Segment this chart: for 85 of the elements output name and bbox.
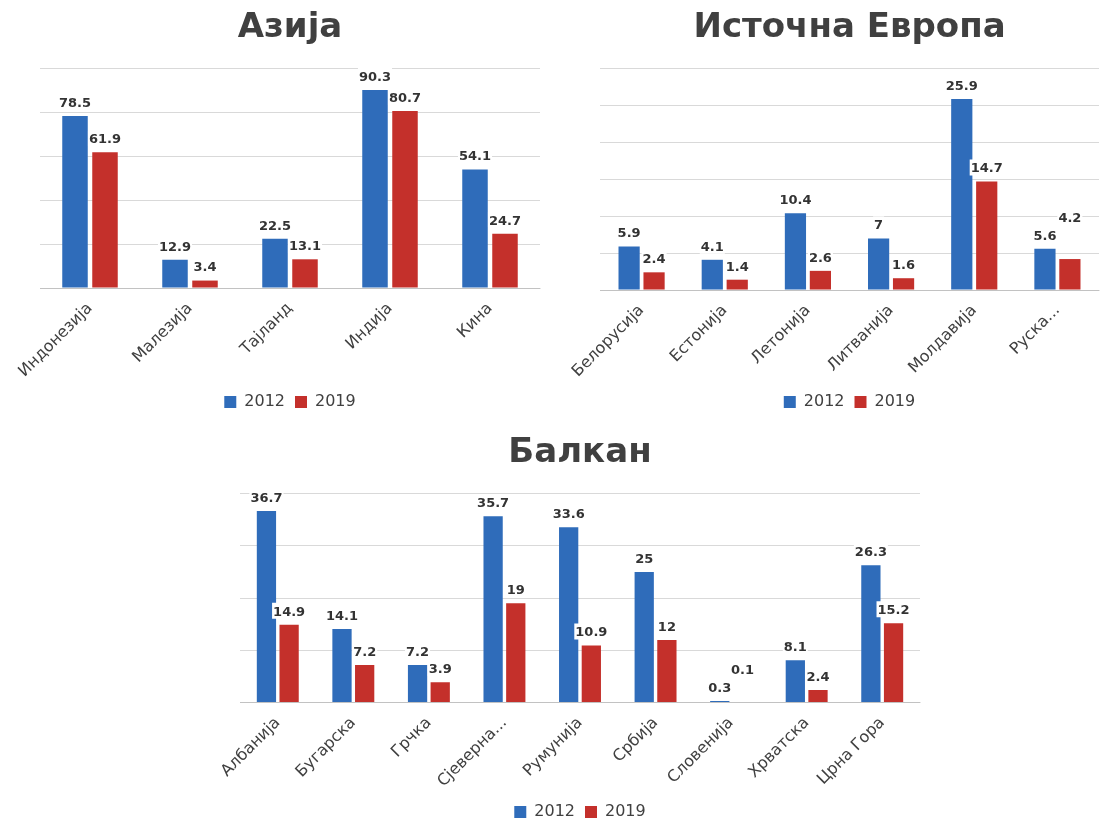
data-label: 7.2 — [406, 643, 430, 659]
legend-label: 2012 — [244, 391, 285, 411]
data-label: 36.7 — [250, 489, 283, 505]
bar — [355, 664, 375, 702]
data-label: 2.4 — [806, 668, 830, 684]
data-label: 0.1 — [730, 661, 754, 677]
chart-title: Источна Европа — [693, 5, 1006, 46]
data-label: 25 — [635, 550, 654, 566]
bar — [332, 628, 352, 702]
data-label: 22.5 — [258, 217, 292, 233]
data-label: 10.4 — [779, 192, 812, 208]
bar — [392, 111, 418, 288]
data-label: 1.6 — [892, 257, 916, 273]
bar — [1059, 259, 1081, 290]
data-label: 90.3 — [358, 68, 392, 84]
data-label: 4.1 — [700, 238, 724, 254]
chart-title: Азија — [237, 5, 343, 46]
bar — [483, 516, 503, 702]
data-label: 8.1 — [783, 639, 807, 655]
legend-label: 2019 — [874, 391, 916, 411]
legend-label: 2012 — [534, 801, 575, 821]
bar — [643, 272, 665, 290]
data-label: 19 — [506, 582, 525, 598]
data-label: 54.1 — [458, 148, 492, 164]
bar — [1034, 248, 1056, 290]
bar — [262, 238, 288, 288]
bar — [192, 280, 218, 288]
data-label: 3.9 — [428, 661, 452, 677]
bar — [279, 624, 299, 702]
bar — [726, 279, 748, 290]
data-label: 13.1 — [288, 238, 322, 254]
legend-label: 2019 — [315, 391, 356, 411]
bar — [808, 689, 828, 702]
bar — [634, 572, 654, 702]
data-label: 5.9 — [617, 225, 641, 241]
bar — [618, 246, 640, 290]
data-label: 2.4 — [642, 251, 666, 267]
legend-label: 2019 — [605, 801, 646, 821]
data-label: 10.9 — [575, 624, 608, 640]
bar — [492, 233, 518, 288]
bar — [62, 115, 88, 288]
bar — [892, 278, 915, 290]
data-label: 14.9 — [273, 603, 306, 619]
data-label: 3.4 — [193, 259, 217, 275]
data-label: 5.6 — [1033, 227, 1057, 243]
data-label: 35.7 — [477, 495, 510, 511]
bar — [785, 660, 805, 702]
bar — [868, 238, 890, 290]
data-label: 2.6 — [808, 249, 832, 265]
data-label: 78.5 — [58, 94, 92, 110]
legend-label: 2012 — [803, 391, 845, 411]
data-label: 61.9 — [88, 131, 122, 147]
bar — [292, 259, 318, 288]
bar — [162, 259, 188, 288]
data-label: 14.7 — [970, 160, 1003, 176]
data-label: 25.9 — [945, 77, 978, 93]
bar — [976, 181, 998, 290]
data-label: 24.7 — [488, 212, 522, 228]
data-label: 1.4 — [725, 258, 749, 274]
bar — [951, 99, 973, 290]
bar — [581, 645, 601, 702]
data-label: 7 — [874, 217, 884, 233]
bar — [506, 603, 526, 702]
data-label: 14.1 — [325, 607, 359, 623]
data-label: 33.6 — [552, 506, 585, 522]
data-label: 15.2 — [877, 602, 910, 618]
bar — [883, 623, 904, 702]
data-label: 4.2 — [1058, 209, 1082, 225]
data-label: 12 — [657, 618, 676, 634]
data-label: 0.3 — [708, 679, 732, 695]
data-label: 12.9 — [158, 238, 192, 254]
bar — [362, 90, 388, 288]
data-label: 26.3 — [854, 544, 887, 560]
bar — [430, 682, 450, 702]
bar — [462, 169, 488, 288]
chart-title: Балкан — [508, 430, 652, 471]
bar — [657, 639, 677, 702]
bar — [407, 664, 428, 702]
bar — [809, 270, 831, 290]
bar — [701, 259, 723, 290]
bar — [861, 565, 881, 702]
data-label: 80.7 — [388, 89, 422, 105]
data-label: 7.2 — [353, 643, 377, 659]
bar — [784, 213, 807, 290]
bar — [92, 152, 118, 288]
